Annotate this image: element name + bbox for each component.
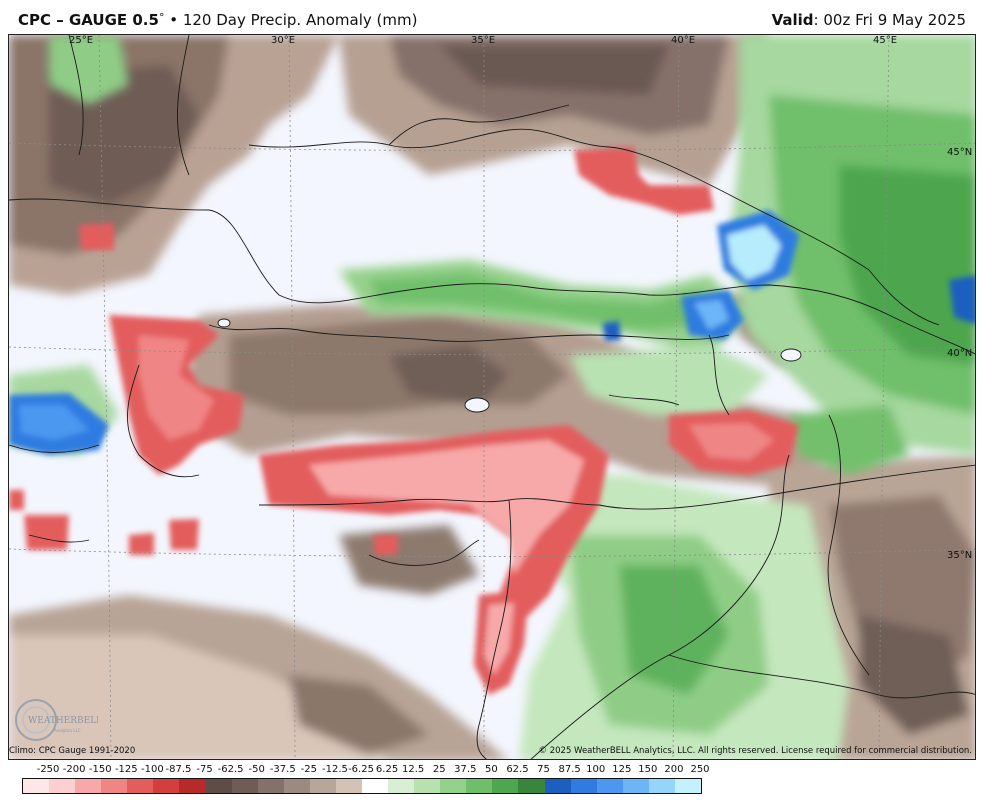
lon-label: 45°E xyxy=(873,35,898,46)
legend-tick-label: -87.5 xyxy=(165,764,192,775)
legend-tick-label: -250 xyxy=(36,764,60,775)
legend-tick-label: -75 xyxy=(196,764,213,775)
lat-label: 40°N xyxy=(947,348,973,359)
lon-label: 25°E xyxy=(69,35,94,46)
legend-swatch xyxy=(231,779,258,793)
legend-tick-label: 125 xyxy=(612,764,632,775)
legend-swatch xyxy=(179,779,206,793)
lon-label: 40°E xyxy=(671,35,696,46)
legend-swatch xyxy=(283,779,310,793)
valid-time: Valid: 00z Fri 9 May 2025 xyxy=(772,11,966,29)
legend-swatch xyxy=(101,779,128,793)
legend-tick-label: -50 xyxy=(248,764,265,775)
legend-swatch xyxy=(518,779,545,793)
lat-label: 45°N xyxy=(947,147,973,158)
legend-tick-label: 75 xyxy=(537,764,550,775)
logo-mark: WEATHERBELL Analytics LLC xyxy=(15,699,102,741)
legend-colorbar xyxy=(22,778,702,794)
legend-tick-label: -100 xyxy=(141,764,164,775)
legend-swatch xyxy=(153,779,180,793)
title-degree: ° xyxy=(158,11,165,24)
inland-water-outlines xyxy=(217,318,802,413)
legend-swatch xyxy=(440,779,467,793)
legend-tick-label: 150 xyxy=(638,764,658,775)
legend-tick-label: 37.5 xyxy=(454,764,477,775)
legend-tick-label: -150 xyxy=(88,764,112,775)
legend-swatch xyxy=(362,779,389,793)
legend-ticks: -250 -200 -150 -125 -100 -87.5 -75 -62.5 -50 -37.… xyxy=(22,764,710,776)
map-title: CPC – GAUGE 0.5° • 120 Day Precip. Anoma… xyxy=(18,11,417,29)
legend-tick-label: -37.5 xyxy=(269,764,296,775)
legend-tick-label: 62.5 xyxy=(506,764,529,775)
legend-swatch xyxy=(309,779,336,793)
color-legend: -250 -200 -150 -125 -100 -87.5 -75 -62.5 -50 -37.… xyxy=(22,764,710,796)
legend-tick-label: 87.5 xyxy=(558,764,581,775)
legend-tick-label: -62.5 xyxy=(217,764,244,775)
legend-swatch xyxy=(544,779,571,793)
legend-swatch xyxy=(622,779,649,793)
lat-label: 35°N xyxy=(947,550,973,561)
legend-tick-label: 100 xyxy=(586,764,606,775)
legend-swatch xyxy=(23,779,50,793)
anomaly-map: 25°E 30°E 35°E 40°E 45°E 45°N 40°N 35°N xyxy=(8,34,976,760)
legend-tick-label: -25 xyxy=(300,764,318,775)
legend-swatch xyxy=(257,779,284,793)
lon-label: 35°E xyxy=(471,35,496,46)
legend-swatch xyxy=(388,779,415,793)
legend-tick-label: -6.25 xyxy=(348,764,374,775)
legend-swatch xyxy=(127,779,154,793)
valid-label: Valid xyxy=(771,11,814,29)
legend-swatch xyxy=(75,779,102,793)
legend-tick-label: -200 xyxy=(62,764,86,775)
weatherbell-logo: WEATHERBELL Analytics LLC xyxy=(14,698,102,744)
borders-and-coastlines xyxy=(9,35,975,759)
legend-swatch xyxy=(205,779,232,793)
valid-value: : 00z Fri 9 May 2025 xyxy=(813,11,966,29)
legend-tick-label: 250 xyxy=(690,764,710,775)
legend-swatch xyxy=(414,779,441,793)
title-product: CPC – GAUGE 0.5 xyxy=(18,11,159,29)
legend-tick-label: 200 xyxy=(664,764,684,775)
climo-note: Climo: CPC Gauge 1991-2020 xyxy=(9,746,136,756)
legend-tick-label: 12.5 xyxy=(402,764,425,775)
header: CPC – GAUGE 0.5° • 120 Day Precip. Anoma… xyxy=(0,0,984,34)
legend-swatch xyxy=(492,779,519,793)
legend-swatch xyxy=(466,779,493,793)
legend-swatch xyxy=(335,779,363,793)
strong-dry-patches xyxy=(9,147,799,695)
legend-tick-label: -125 xyxy=(114,764,138,775)
legend-tick-label: 25 xyxy=(432,764,446,775)
logo-text: WEATHERBELL xyxy=(28,716,98,726)
strong-wet-patches xyxy=(9,210,975,455)
legend-tick-label: -12.5 xyxy=(321,764,348,775)
legend-swatch xyxy=(596,779,623,793)
legend-tick-label: 50 xyxy=(485,764,498,775)
logo-subtext: Analytics LLC xyxy=(54,728,81,733)
lon-label: 30°E xyxy=(271,35,296,46)
legend-swatch xyxy=(648,779,675,793)
legend-swatch xyxy=(49,779,76,793)
map-field xyxy=(9,35,975,759)
title-description: • 120 Day Precip. Anomaly (mm) xyxy=(164,11,418,29)
legend-swatch xyxy=(570,779,597,793)
legend-swatch xyxy=(674,779,702,793)
legend-tick-label: 6.25 xyxy=(375,764,399,775)
copyright-note: © 2025 WeatherBELL Analytics, LLC. All r… xyxy=(538,746,972,756)
